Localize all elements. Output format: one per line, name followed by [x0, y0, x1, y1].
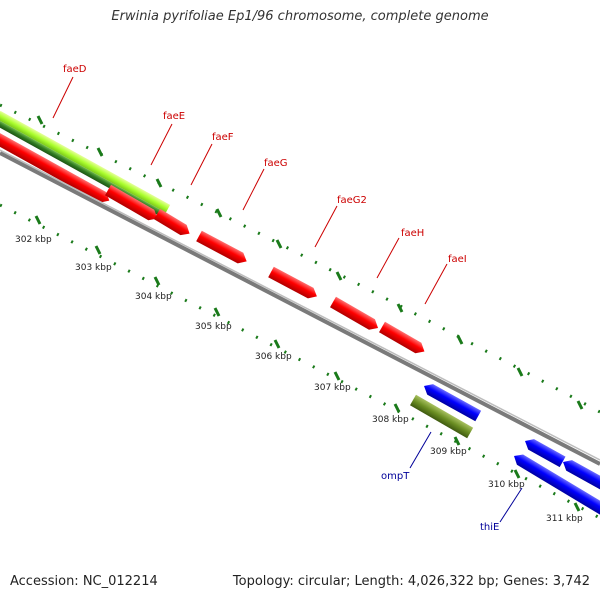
outer-major-tick-1 [96, 147, 104, 157]
label-faeF: faeF [212, 132, 234, 143]
inner-major-tick-1 [94, 245, 102, 255]
inner-major-tick-5 [333, 371, 341, 381]
ruler-label-311: 311 kbp [546, 514, 583, 524]
label-faeG: faeG [264, 158, 288, 169]
gene-arrow-faeD [0, 132, 110, 203]
inner-major-tick-3 [213, 307, 221, 317]
label-thiE: thiE [480, 522, 499, 533]
outer-tick-ring [0, 103, 600, 414]
inner-tick-ring [0, 203, 600, 520]
gene-arrow-faeE [105, 184, 158, 221]
inner-major-tick-4 [273, 339, 281, 349]
inner-major-tick-6 [393, 403, 401, 413]
lime-band [0, 110, 171, 213]
inner-major-tick-0 [34, 215, 42, 225]
leader-thiE [499, 487, 523, 523]
reverse-genes [410, 384, 600, 516]
label-faeG2: faeG2 [337, 195, 367, 206]
outer-major-tick-2 [155, 178, 163, 188]
label-faeE: faeE [163, 111, 185, 122]
ruler-label-304: 304 kbp [135, 292, 172, 302]
inner-major-tick-7 [453, 436, 461, 446]
backbone-outer [0, 151, 600, 466]
outer-major-tick-8 [516, 367, 524, 377]
label-faeD: faeD [63, 64, 87, 75]
gene-arrow-rev-3 [563, 460, 600, 495]
backbone-inner [0, 149, 600, 461]
reverse-gene-labels: ompT thiE [381, 431, 523, 533]
topology-text: Topology: circular; Length: 4,026,322 bp… [232, 574, 590, 589]
ruler-label-305: 305 kbp [195, 322, 232, 332]
gene-arrow-faeG [196, 230, 247, 264]
leader-faeG [242, 168, 265, 211]
outer-minor-ticks [0, 103, 600, 414]
ruler-label-307: 307 kbp [314, 383, 351, 393]
ruler-label-303: 303 kbp [75, 263, 112, 273]
outer-major-tick-3 [215, 208, 223, 218]
ruler-label-309: 309 kbp [430, 447, 467, 457]
inner-major-tick-9 [573, 502, 581, 512]
gene-arrow-faeG2 [268, 266, 317, 299]
outer-major-tick-4 [275, 239, 283, 249]
label-ompT: ompT [381, 471, 410, 482]
map-title: Erwinia pyrifoliae Ep1/96 chromosome, co… [111, 9, 489, 24]
ruler-label-306: 306 kbp [255, 352, 292, 362]
ruler-label-302: 302 kbp [15, 235, 52, 245]
ruler-label-310: 310 kbp [488, 480, 525, 490]
inner-major-tick-8 [513, 469, 521, 479]
gene-arrow-rev-2 [525, 439, 566, 468]
outer-major-tick-6 [396, 303, 404, 313]
leader-faeI [424, 263, 448, 305]
forward-genes [0, 132, 425, 354]
gene-arrow-faeI [379, 321, 425, 354]
ruler-label-308: 308 kbp [372, 415, 409, 425]
gene-arrow-ompT [410, 394, 474, 439]
backbone [0, 149, 600, 466]
major-ticks [34, 115, 584, 512]
inner-major-tick-2 [153, 276, 161, 286]
outer-major-tick-0 [36, 115, 44, 125]
label-faeH: faeH [401, 228, 424, 239]
accession-text: Accession: NC_012214 [10, 574, 158, 589]
inner-minor-ticks [0, 203, 600, 520]
gene-arrow-faeH [330, 296, 379, 330]
leader-faeD [52, 76, 74, 119]
gene-arrow-thiE [514, 454, 600, 516]
ruler-labels: 302 kbp 303 kbp 304 kbp 305 kbp 306 kbp … [15, 235, 583, 524]
leader-ompT [409, 431, 432, 469]
label-faeI: faeI [448, 254, 467, 265]
leader-faeE [150, 123, 173, 166]
forward-gene-labels: faeD faeE faeF faeG faeG2 faeH faeI [52, 64, 467, 305]
outer-major-tick-5 [335, 271, 343, 281]
leader-faeG2 [314, 205, 338, 248]
outer-major-tick-9 [576, 400, 584, 410]
leader-faeF [190, 143, 213, 186]
outer-major-tick-7 [456, 335, 464, 345]
gene-arrow-rev-1 [424, 384, 482, 422]
leader-faeH [376, 237, 400, 279]
gene-arrow-faeF [153, 208, 190, 236]
